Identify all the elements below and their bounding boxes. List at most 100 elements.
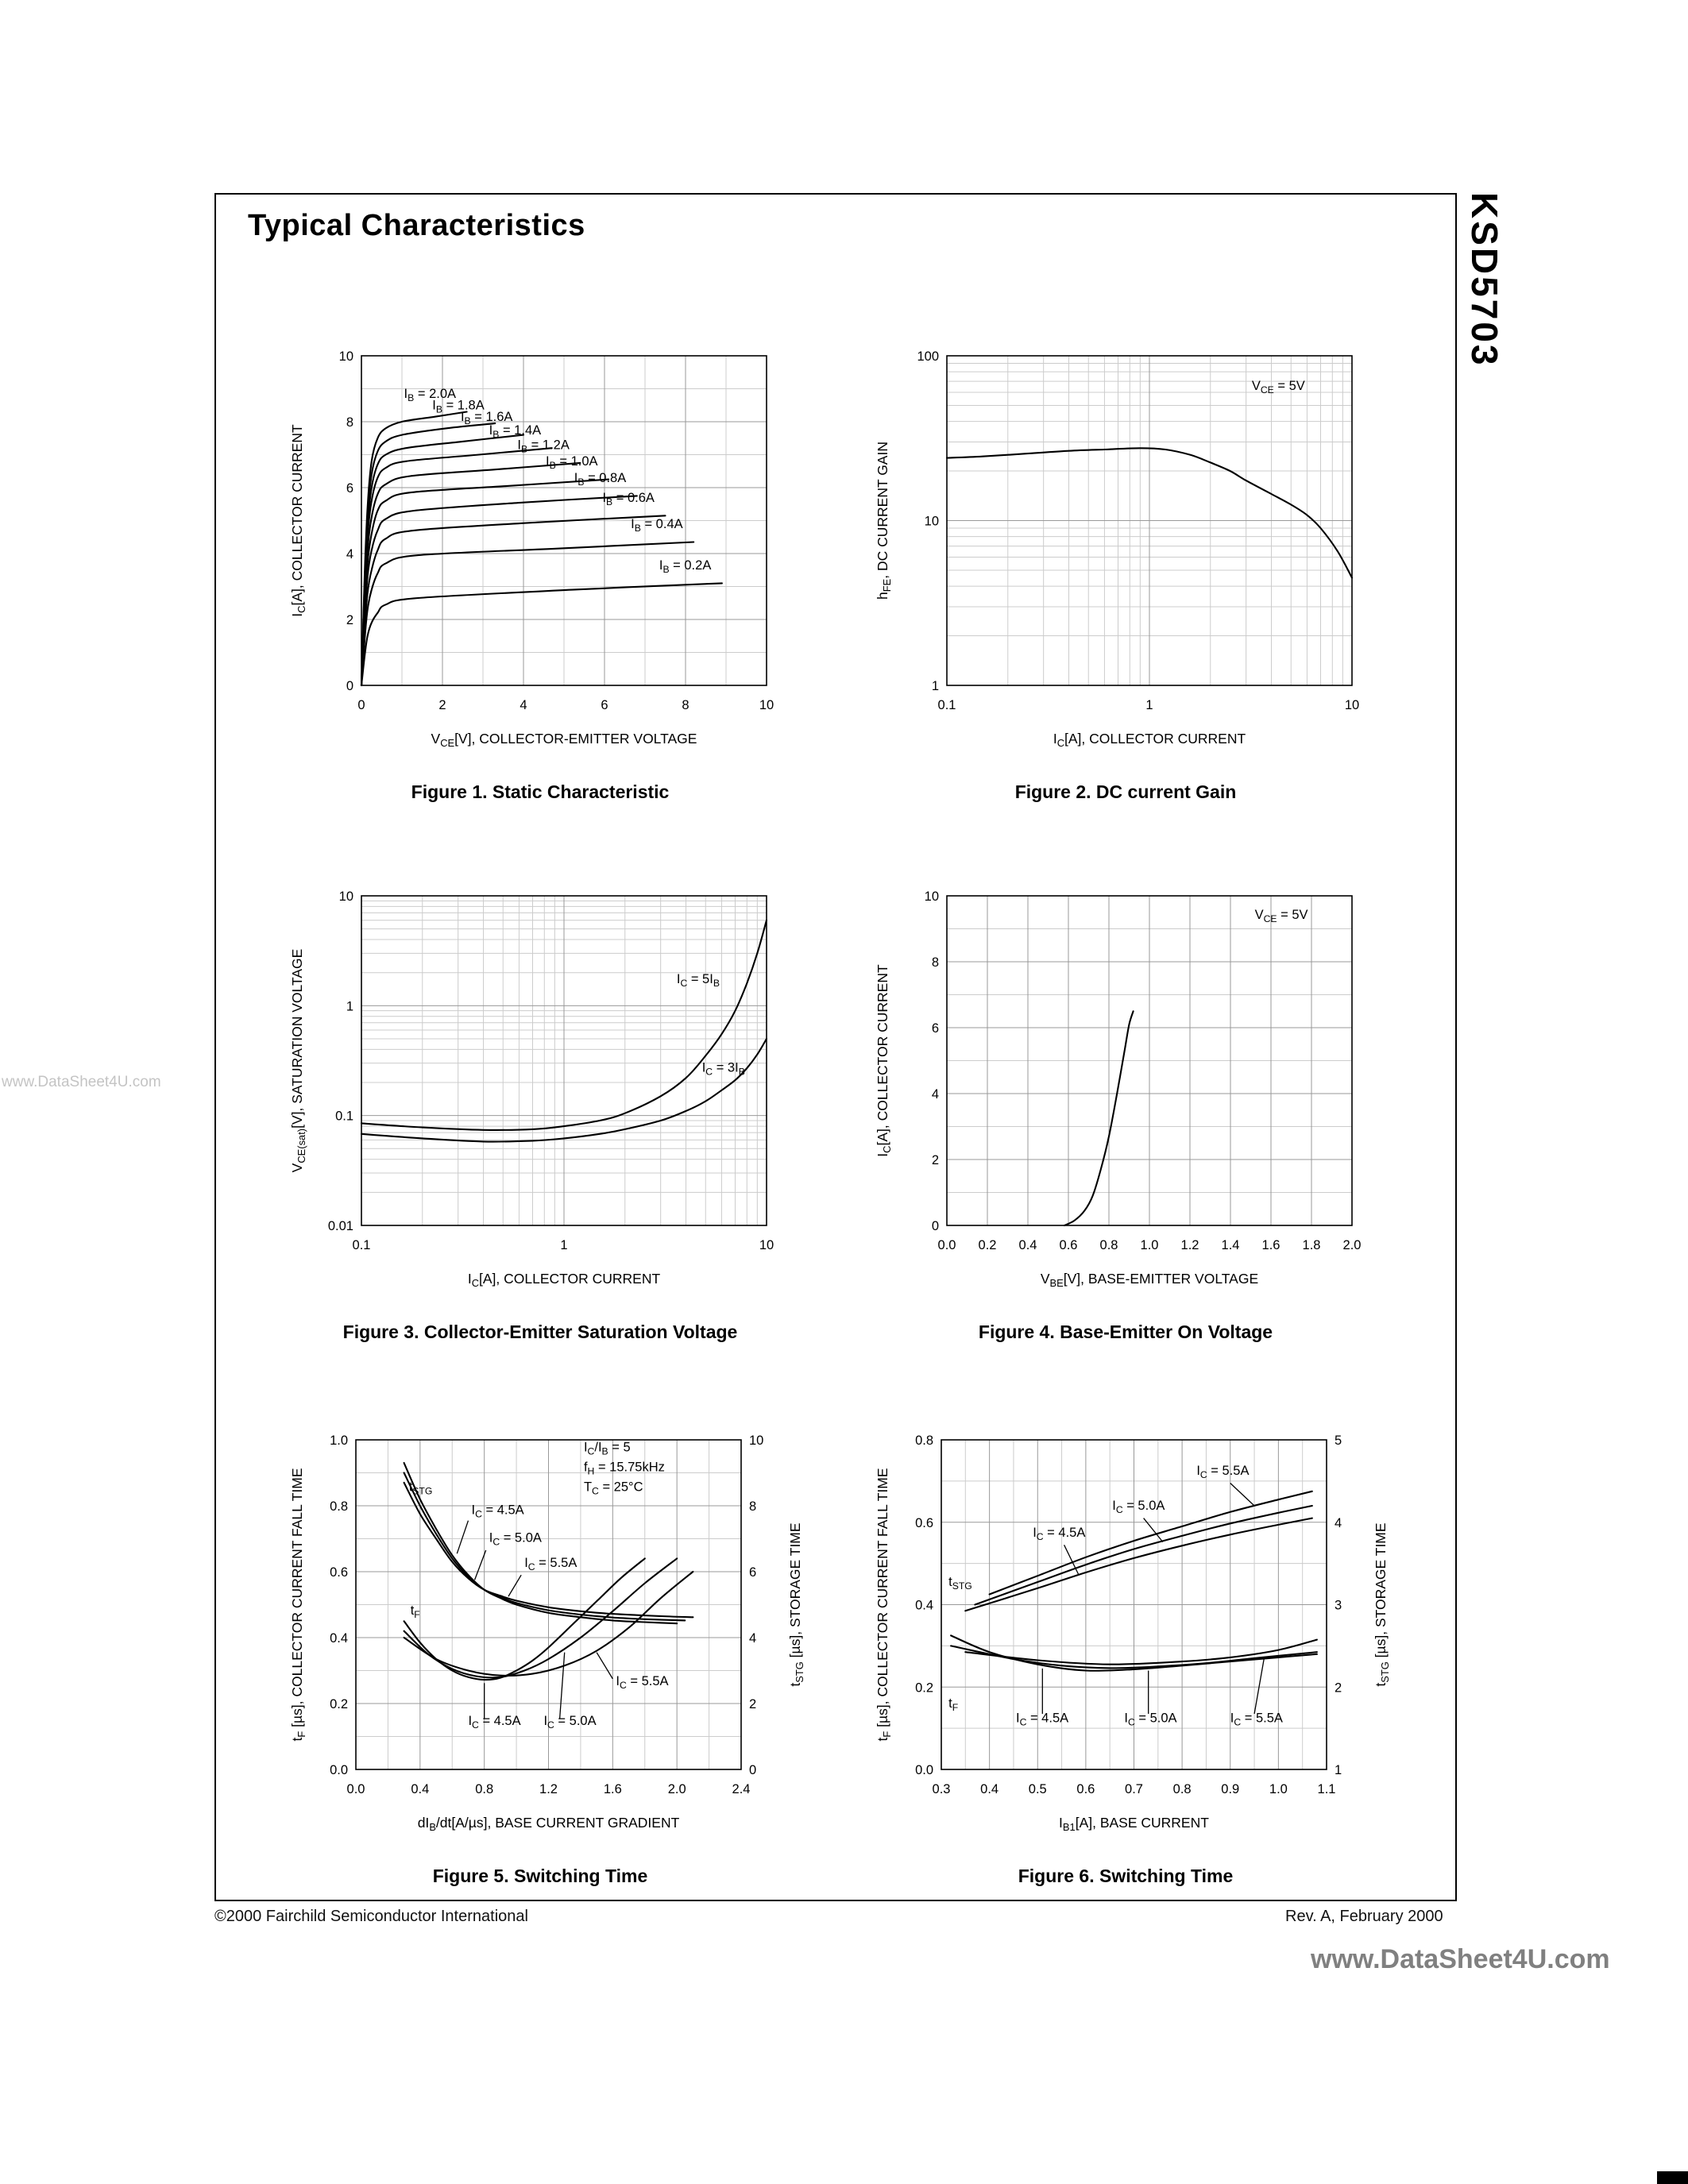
svg-text:0.6: 0.6	[915, 1516, 933, 1530]
svg-text:IC = 5.5A: IC = 5.5A	[1230, 1711, 1283, 1727]
svg-text:IC = 5IB: IC = 5IB	[677, 972, 720, 989]
figure5-caption: Figure 5. Switching Time	[432, 1866, 648, 1886]
svg-text:1: 1	[1335, 1763, 1342, 1777]
svg-text:4: 4	[749, 1631, 756, 1646]
svg-text:2: 2	[749, 1697, 756, 1711]
svg-text:0.1: 0.1	[938, 698, 956, 712]
svg-text:100: 100	[917, 349, 939, 364]
corner-mark	[1657, 2171, 1688, 2184]
svg-text:0.6: 0.6	[1076, 1782, 1095, 1796]
svg-text:4: 4	[346, 547, 353, 561]
svg-text:0.8: 0.8	[475, 1782, 493, 1796]
svg-text:1.6: 1.6	[604, 1782, 622, 1796]
figure4-caption: Figure 4. Base-Emitter On Voltage	[978, 1322, 1273, 1342]
svg-text:5: 5	[1335, 1433, 1342, 1448]
svg-text:tSTG: tSTG	[409, 1480, 433, 1496]
footer-copyright: ©2000 Fairchild Semiconductor Internatio…	[214, 1908, 528, 1925]
svg-text:10: 10	[759, 698, 774, 712]
svg-text:VCE = 5V: VCE = 5V	[1252, 379, 1305, 396]
svg-text:2.0: 2.0	[1343, 1238, 1362, 1252]
figure2-caption: Figure 2. DC current Gain	[1014, 781, 1237, 802]
svg-text:IB = 1.2A: IB = 1.2A	[517, 438, 569, 454]
footer-revision: Rev. A, February 2000	[1285, 1908, 1443, 1925]
svg-text:VCE[V], COLLECTOR-EMITTER VOLT: VCE[V], COLLECTOR-EMITTER VOLTAGE	[431, 731, 697, 749]
svg-text:VBE[V], BASE-EMITTER VOLTAGE: VBE[V], BASE-EMITTER VOLTAGE	[1041, 1271, 1258, 1289]
svg-text:tF: tF	[411, 1603, 420, 1620]
svg-text:1: 1	[346, 999, 353, 1013]
svg-text:IB = 0.4A: IB = 0.4A	[631, 517, 682, 534]
svg-text:tSTG [µs], STORAGE TIME: tSTG [µs], STORAGE TIME	[787, 1522, 805, 1686]
content-frame: Typical Characteristics IB = 2.0A IB = 1.…	[214, 193, 1457, 1901]
figure-6: tSTG tF IC = 5.5A IC = 5.0A IC = 4.5A IC = 4.…	[848, 1418, 1404, 1887]
svg-text:IB = 1.0A: IB = 1.0A	[546, 454, 597, 471]
figure-3: IC = 5IB IC = 3IB 0.1 1 10 0.01 0.1 1 10 IC[A], C…	[262, 874, 818, 1343]
svg-text:1: 1	[1145, 698, 1153, 712]
svg-text:4: 4	[520, 698, 527, 712]
svg-text:3: 3	[1335, 1599, 1342, 1613]
svg-text:0.0: 0.0	[330, 1763, 348, 1777]
svg-text:0.8: 0.8	[1100, 1238, 1118, 1252]
svg-text:0.6: 0.6	[330, 1565, 348, 1580]
svg-text:tF [µs], COLLECTOR CURRENT FAL: tF [µs], COLLECTOR CURRENT FALL TIME	[875, 1468, 893, 1741]
svg-text:10: 10	[925, 515, 939, 529]
svg-text:IC = 5.0A: IC = 5.0A	[543, 1714, 596, 1731]
watermark-bottom: www.DataSheet4U.com	[1311, 1944, 1610, 1974]
svg-text:10: 10	[749, 1433, 763, 1448]
svg-text:10: 10	[339, 889, 353, 904]
svg-text:1.0: 1.0	[1269, 1782, 1288, 1796]
svg-text:0.0: 0.0	[938, 1238, 956, 1252]
figure-2: VCE = 5V 0.1 1 10 1 10 100 IC[A], COLLECTOR CUR…	[848, 334, 1404, 803]
svg-text:tF [µs], COLLECTOR CURRENT FAL: tF [µs], COLLECTOR CURRENT FALL TIME	[289, 1468, 307, 1741]
svg-text:IC = 4.5A: IC = 4.5A	[472, 1503, 524, 1519]
svg-text:2.0: 2.0	[668, 1782, 686, 1796]
svg-text:IC = 4.5A: IC = 4.5A	[1016, 1711, 1068, 1727]
svg-text:1.2: 1.2	[1181, 1238, 1199, 1252]
svg-text:IC[A], COLLECTOR CURRENT: IC[A], COLLECTOR CURRENT	[1053, 731, 1246, 749]
svg-text:0.5: 0.5	[1029, 1782, 1047, 1796]
svg-text:IC = 5.5A: IC = 5.5A	[616, 1674, 668, 1691]
svg-text:TC = 25°C: TC = 25°C	[584, 1480, 643, 1496]
svg-text:tSTG: tSTG	[948, 1575, 972, 1592]
svg-text:IC = 5.5A: IC = 5.5A	[1196, 1464, 1249, 1480]
svg-text:0.6: 0.6	[1060, 1238, 1078, 1252]
svg-text:2: 2	[438, 698, 446, 712]
watermark-left: www.DataSheet4U.com	[2, 1074, 161, 1090]
svg-text:0: 0	[346, 679, 353, 693]
svg-text:0.4: 0.4	[411, 1782, 429, 1796]
svg-text:0.9: 0.9	[1221, 1782, 1239, 1796]
svg-text:0.4: 0.4	[1019, 1238, 1037, 1252]
svg-text:IB = 0.6A: IB = 0.6A	[602, 491, 654, 507]
svg-text:IB = 2.0A: IB = 2.0A	[404, 387, 456, 403]
svg-text:tSTG [µs], STORAGE TIME: tSTG [µs], STORAGE TIME	[1373, 1522, 1391, 1686]
svg-text:IB = 0.2A: IB = 0.2A	[659, 558, 711, 575]
svg-text:6: 6	[346, 481, 353, 496]
base-emitter-on-voltage-chart: VCE = 5V 0.0 0.2 0.4 0.6 0.8 1.0 1.2 1.4 1.6 1.8 2.…	[875, 889, 1362, 1289]
svg-text:1.0: 1.0	[1141, 1238, 1159, 1252]
svg-text:1.2: 1.2	[539, 1782, 558, 1796]
svg-text:0.2: 0.2	[330, 1697, 348, 1711]
svg-text:10: 10	[759, 1238, 774, 1252]
svg-text:6: 6	[601, 698, 608, 712]
svg-text:0: 0	[357, 698, 365, 712]
svg-text:0.01: 0.01	[328, 1219, 353, 1233]
svg-text:0: 0	[749, 1763, 756, 1777]
svg-text:0.4: 0.4	[915, 1599, 933, 1613]
svg-text:0.4: 0.4	[980, 1782, 999, 1796]
svg-text:IC = 5.0A: IC = 5.0A	[1124, 1711, 1176, 1727]
figure6-caption: Figure 6. Switching Time	[1018, 1866, 1234, 1886]
svg-text:2: 2	[1335, 1680, 1342, 1695]
svg-text:IC = 3IB: IC = 3IB	[702, 1061, 745, 1078]
svg-text:IC = 4.5A: IC = 4.5A	[1033, 1526, 1085, 1542]
figure3-caption: Figure 3. Collector-Emitter Saturation V…	[342, 1322, 738, 1342]
svg-text:10: 10	[925, 889, 939, 904]
svg-text:0.7: 0.7	[1125, 1782, 1143, 1796]
svg-text:6: 6	[932, 1021, 939, 1036]
svg-text:4: 4	[1335, 1516, 1342, 1530]
switching-time-base-current-chart: tSTG tF IC = 5.5A IC = 5.0A IC = 4.5A IC = 4.…	[875, 1433, 1391, 1833]
svg-text:IB = 0.8A: IB = 0.8A	[574, 471, 626, 488]
svg-text:1.4: 1.4	[1222, 1238, 1240, 1252]
svg-text:IC[A], COLLECTOR CURRENT: IC[A], COLLECTOR CURRENT	[468, 1271, 661, 1289]
switching-time-gradient-chart: IC/IB = 5 fH = 15.75kHz TC = 25°C tSTG tF IC …	[289, 1433, 805, 1833]
svg-text:1.0: 1.0	[330, 1433, 348, 1448]
